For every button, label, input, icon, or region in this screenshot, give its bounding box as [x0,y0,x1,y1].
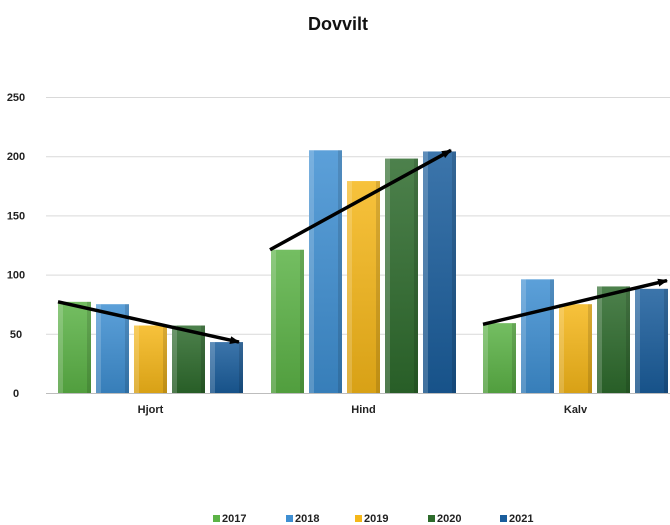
bars [58,150,668,393]
bar-kalv-2018 [521,279,554,393]
bar-kalv-2019 [559,304,592,393]
y-tick-label: 0 [13,388,19,400]
legend-item-2017: 2017 [213,513,246,525]
bar-kalv-2021 [635,288,668,393]
bar-hind-2021 [423,151,456,393]
legend-swatch [500,515,507,522]
legend-swatch [213,515,220,522]
legend-label: 2018 [295,513,319,525]
legend-swatch [286,515,293,522]
bar-hjort-2018 [96,304,129,393]
y-tick-label: 200 [7,151,25,163]
bar-hind-2019 [347,181,380,393]
legend-label: 2017 [222,513,246,525]
bar-hind-2017 [271,249,304,393]
bar-kalv-2017 [483,323,516,393]
legend-label: 2020 [437,513,461,525]
bar-hind-2018 [309,150,342,393]
category-label-kalv: Kalv [564,404,588,416]
legend-swatch [355,515,362,522]
legend-label: 2021 [509,513,533,525]
legend-item-2018: 2018 [286,513,319,525]
bar-hind-2020 [385,158,418,393]
legend-item-2020: 2020 [428,513,461,525]
legend-item-2019: 2019 [355,513,388,525]
bar-hjort-2019 [134,325,167,393]
legend-label: 2019 [364,513,388,525]
legend-item-2021: 2021 [500,513,533,525]
trend-arrow-kalv [482,278,668,327]
y-tick-label: 100 [7,270,25,282]
y-tick-label: 150 [7,210,25,222]
x-axis-categories: Hjort Hind Kalv [138,404,588,416]
trend-arrow-hjort [57,300,240,345]
trend-arrows [57,148,668,345]
legend: 2017 2018 2019 2020 2021 [213,513,533,525]
bar-hjort-2017 [58,301,91,393]
category-label-hjort: Hjort [138,404,164,416]
y-axis-ticks: 0 50 100 150 200 250 [7,92,25,400]
legend-swatch [428,515,435,522]
y-tick-label: 250 [7,92,25,104]
category-label-hind: Hind [351,404,375,416]
chart-title: Dovvilt [308,14,368,34]
bar-hjort-2020 [172,325,205,393]
bar-hjort-2021 [210,342,243,393]
y-tick-label: 50 [10,329,22,341]
bar-kalv-2020 [597,286,630,393]
trend-arrow-hind [269,148,452,252]
